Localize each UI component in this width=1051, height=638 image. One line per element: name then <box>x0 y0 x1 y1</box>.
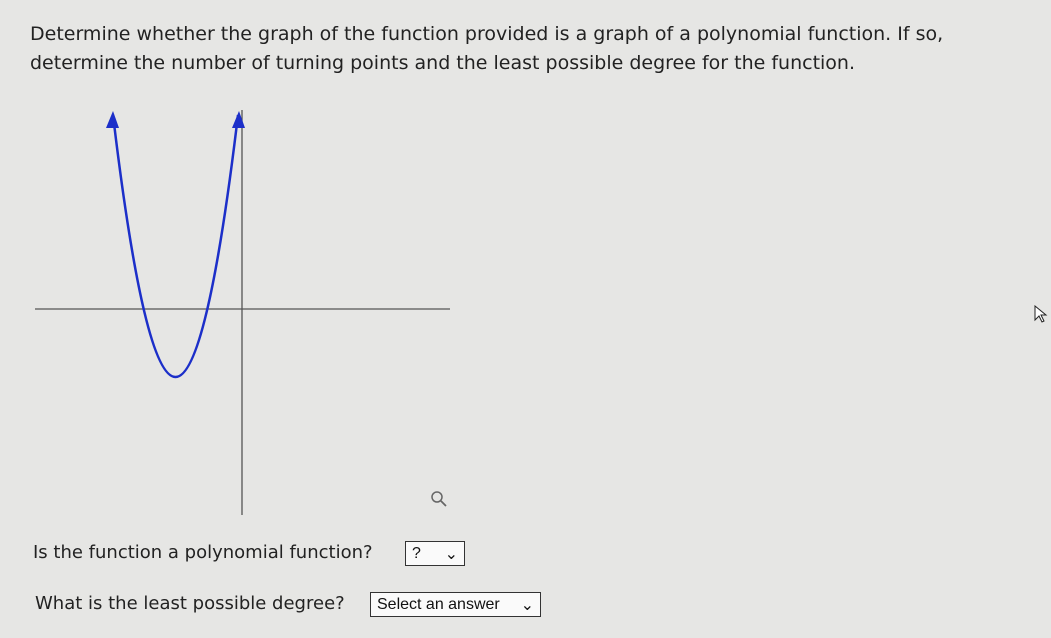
select[interactable]: ? ⌄ <box>405 541 465 566</box>
prompt: What is the least possible degree? <box>35 593 345 614</box>
question-text: Determine whether the graph of the funct… <box>30 23 944 74</box>
prompt: Is the function a polynomial function? <box>33 542 373 563</box>
chevron: ⌄ <box>520 597 534 614</box>
cursor <box>1034 305 1048 323</box>
chevron: ⌄ <box>444 546 458 563</box>
graph <box>35 110 450 515</box>
zoom-icon[interactable] <box>431 491 447 507</box>
select[interactable]: Select an answer ⌄ <box>370 592 541 617</box>
select-text: ? <box>412 545 421 562</box>
arrow <box>106 111 119 128</box>
arrow <box>232 111 245 128</box>
select-text: Select an answer <box>377 596 500 613</box>
curve <box>111 114 240 379</box>
